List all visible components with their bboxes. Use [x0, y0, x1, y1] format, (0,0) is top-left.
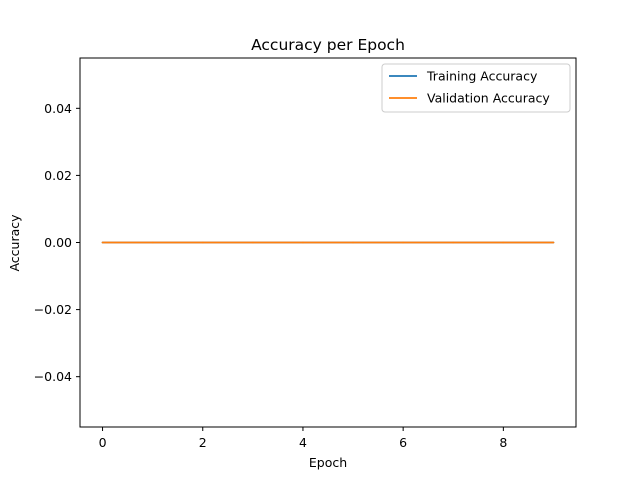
data-point-series-2-7: [452, 241, 455, 244]
y-tick-label: 0.02: [44, 168, 72, 183]
chart-title: Accuracy per Epoch: [251, 36, 405, 54]
legend-label-1: Training Accuracy: [426, 69, 538, 84]
x-tick-label: 6: [399, 435, 407, 450]
y-tick-label: 0.04: [44, 101, 72, 116]
y-tick-label: −0.02: [34, 302, 72, 317]
y-tick-label: −0.04: [34, 369, 72, 384]
data-point-series-2-8: [502, 241, 505, 244]
x-axis-label: Epoch: [309, 455, 347, 470]
data-point-series-2-6: [402, 241, 405, 244]
data-point-series-2-0: [101, 241, 104, 244]
x-tick-label: 8: [499, 435, 507, 450]
x-tick-label: 0: [99, 435, 107, 450]
legend-box: [381, 63, 571, 113]
legend: Training Accuracy Validation Accuracy: [381, 63, 571, 113]
data-point-series-2-1: [151, 241, 154, 244]
y-axis-label: Accuracy: [7, 214, 22, 272]
x-tick-label: 4: [299, 435, 307, 450]
y-tick-label: 0.00: [44, 235, 72, 250]
data-point-series-2-4: [302, 241, 304, 244]
data-point-series-2-9: [552, 241, 555, 244]
data-point-series-2-3: [251, 241, 254, 244]
data-point-series-2-2: [201, 241, 204, 244]
plot-area: 0 2 4 6 8 −0.04 −0.02 0.00 0.02 0.04: [34, 57, 577, 450]
legend-label-2: Validation Accuracy: [427, 91, 550, 106]
x-tick-label: 2: [199, 435, 207, 450]
data-point-series-2-5: [352, 241, 354, 244]
